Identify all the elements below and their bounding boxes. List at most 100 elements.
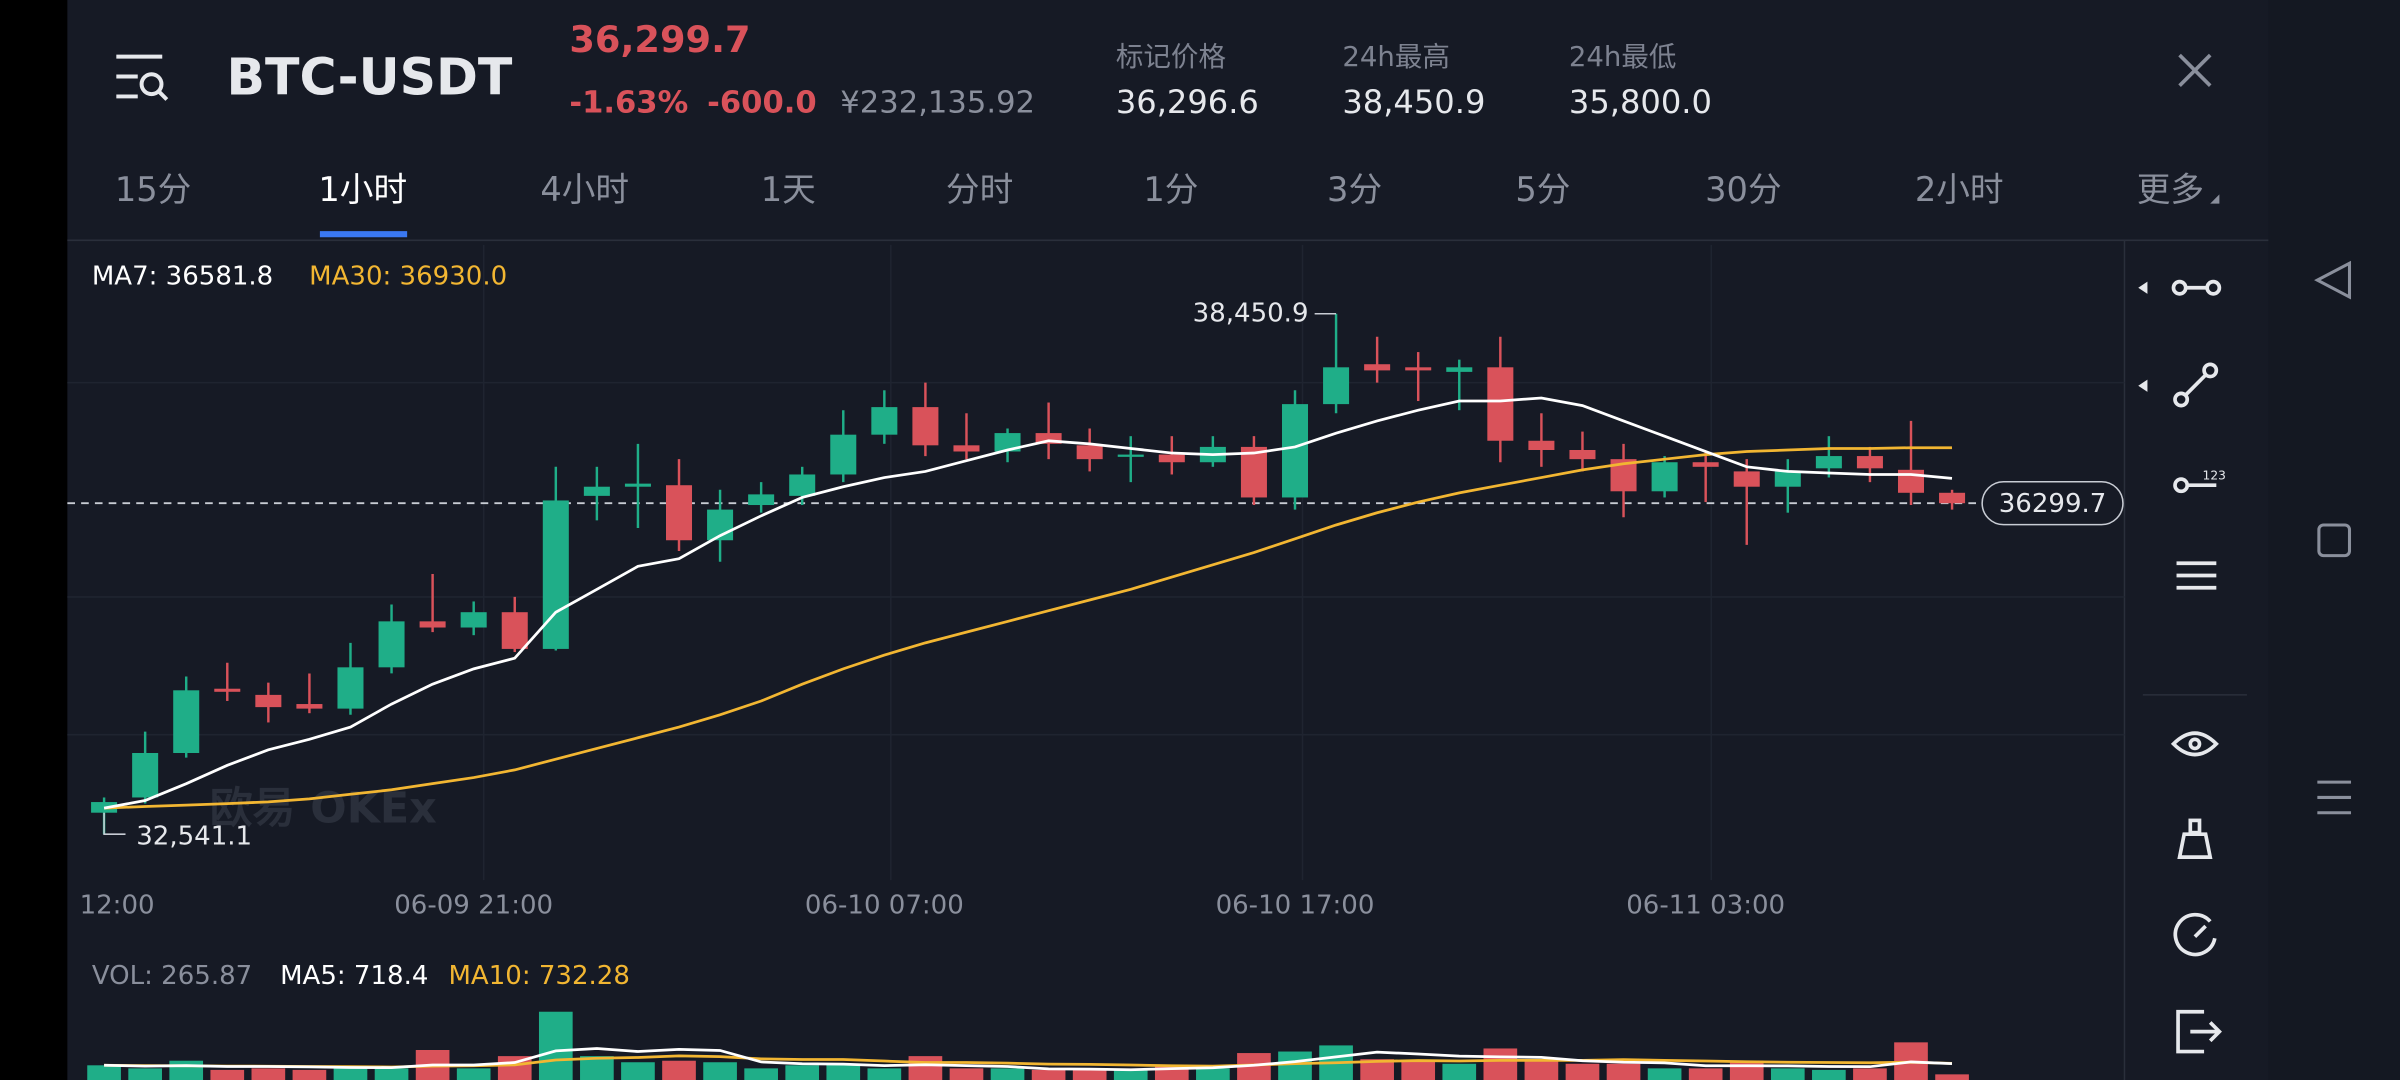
tab[interactable]: 1分 [1143,170,1198,209]
volume-bar [744,1068,778,1080]
change-pct: -1.63% [569,86,688,121]
tab[interactable]: 2小时 [1915,170,2004,209]
stat-label: 24h最低 [1569,41,1677,73]
stat-value: 38,450.9 [1342,83,1485,121]
candle-body [748,494,775,506]
candle-body [912,407,939,446]
tab-active[interactable]: 1小时 [318,170,407,209]
tool-price-line-label: 123 [2203,469,2226,483]
nav-menu[interactable] [2317,780,2352,815]
candle-body [255,694,282,708]
candle-body [1158,454,1185,463]
candle-body [1569,449,1596,460]
grid [67,244,2125,881]
candle-body [501,612,528,649]
candle-body [1856,456,1883,469]
tool-price-line[interactable] [2173,477,2217,494]
volume-bar [949,1068,984,1080]
tab[interactable]: 3分 [1327,170,1382,209]
volume-bar [621,1062,655,1080]
tab[interactable]: 更多 [2137,170,2204,209]
vol-ma5-line [104,1047,1953,1072]
x-tick-label: 12:00 [80,891,155,921]
nav-home[interactable] [2317,523,2352,558]
high-label: 38,450.9 [1193,298,1309,328]
volume-bar [1524,1060,1559,1080]
volume-bar [456,1068,491,1080]
change: -600.0 [707,86,817,121]
tool-parallel[interactable] [2176,561,2217,590]
candle-body [1446,367,1473,372]
android-nav [2314,260,2352,815]
ma30-line [104,446,1952,810]
menu-icon[interactable] [116,54,169,101]
candle-body [1323,367,1350,405]
volume-bar [1935,1074,1969,1080]
volume-bar [867,1068,902,1080]
x-tick-label: 06-10 17:00 [1216,891,1375,921]
last-price: 36,299.7 [569,18,750,61]
tool-brush[interactable] [2177,818,2213,859]
candle-body [419,621,446,628]
tool-redo[interactable] [2173,912,2217,957]
vol-ma10-label: MA10: 732.28 [448,961,629,991]
volume-bar [990,1068,1025,1080]
ma30-label: MA30: 36930.0 [309,262,507,292]
ma7-line [103,396,1953,810]
volume-bar [292,1069,327,1080]
volume-bar [1360,1059,1394,1080]
watermark: 欧易 OKEx [210,784,437,834]
tab[interactable]: 5分 [1515,170,1570,209]
candle-body [830,434,857,475]
volume-bar [1196,1068,1230,1080]
tab[interactable]: 4小时 [540,170,629,209]
stat-value: 35,800.0 [1569,83,1712,121]
volume-bar [1565,1063,1600,1080]
toolbar-arrows [2138,281,2148,392]
last-price-label: 36299.7 [1999,489,2107,519]
cny-price: ¥232,135.92 [840,86,1035,121]
more-arrow [2210,194,2220,204]
tool-exit[interactable] [2176,1009,2222,1054]
tab[interactable]: 分时 [946,170,1013,209]
candle-body [1281,404,1309,498]
candle-body [214,688,241,692]
low-marker [103,812,126,835]
pair[interactable]: BTC-USDT [227,48,513,107]
volume-bar [580,1056,614,1080]
candle-body [1487,367,1514,441]
volume-bar [87,1065,121,1080]
tab[interactable]: 15分 [115,170,191,209]
tool-trend-line[interactable] [2173,362,2219,408]
tool-horizontal-line[interactable] [2171,279,2222,296]
candle-body [1939,492,1966,504]
last-price-box [1981,481,2124,526]
tab[interactable]: 30分 [1705,170,1781,209]
volume-bar [1113,1069,1148,1080]
candle-body [583,486,610,496]
close-button[interactable] [2178,53,2212,88]
volume-bar [826,1063,861,1080]
volume-bar [374,1068,409,1080]
volume-bar [538,1011,573,1080]
vol-ma5-label: MA5: 718.4 [280,961,428,991]
volume-bar [1729,1060,1764,1080]
nav-back[interactable] [2314,260,2352,300]
volume-bar [1278,1051,1312,1080]
candle-body [994,433,1021,452]
volume-bar [1401,1060,1436,1080]
volume-bar [1606,1063,1641,1080]
tab[interactable]: 1天 [761,170,816,209]
volume-bar [1770,1068,1805,1080]
volume-bar [1031,1069,1066,1080]
volume-bar [1812,1069,1846,1080]
nav-bar [2268,0,2400,1080]
vol-label: VOL: 265.87 [92,961,252,991]
tool-eye[interactable] [2170,731,2219,757]
stat-value: 36,296.6 [1116,83,1259,121]
candle-body [173,690,200,754]
candle-body [460,612,487,628]
candle-body [1774,471,1801,487]
